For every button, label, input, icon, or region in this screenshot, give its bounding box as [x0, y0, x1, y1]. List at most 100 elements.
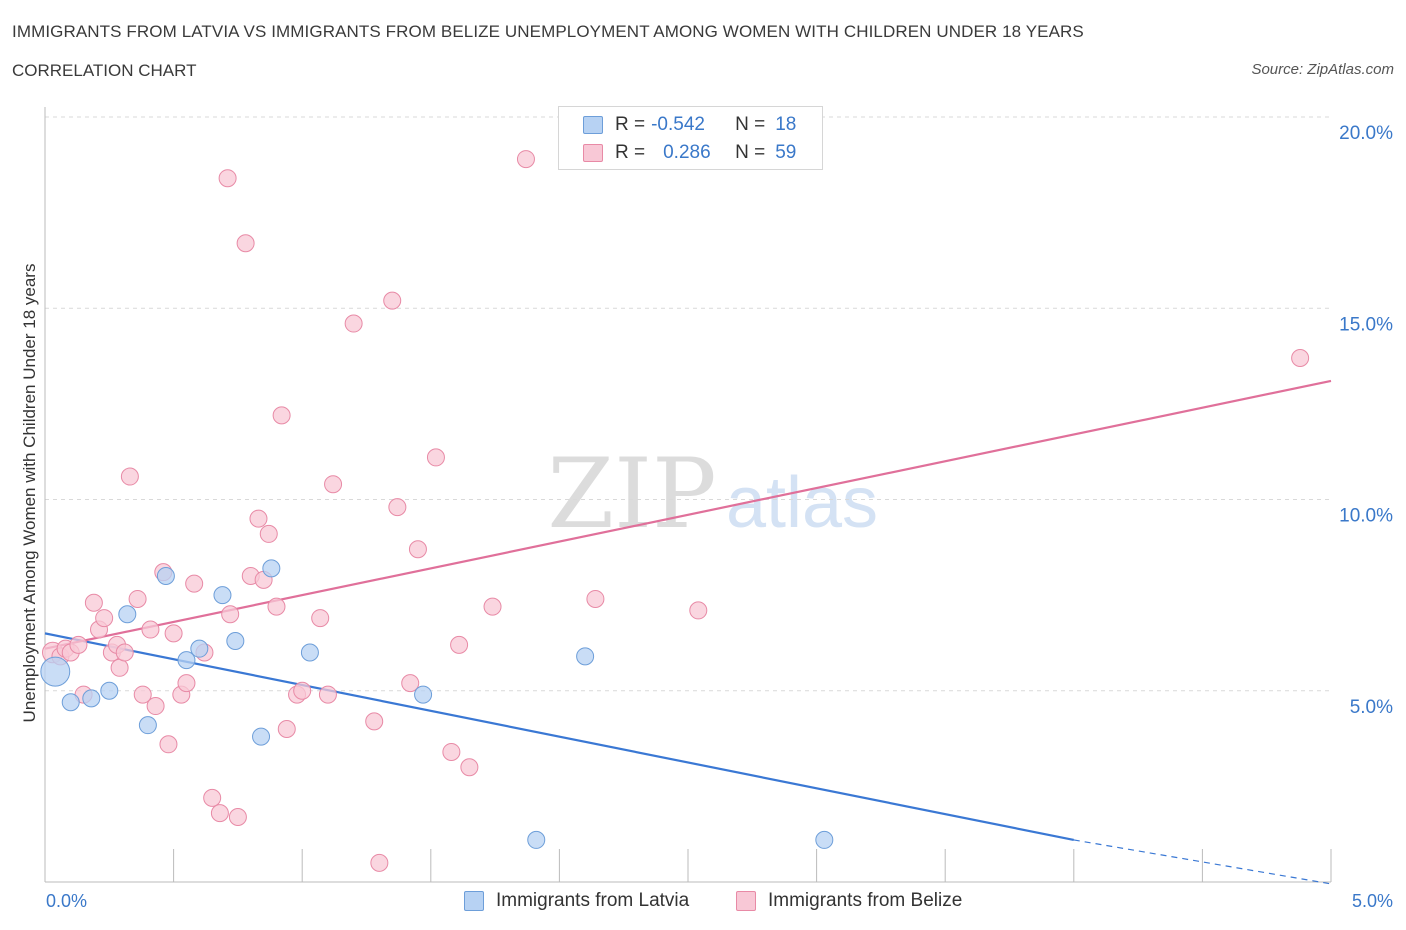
data-point-belize: [586, 589, 605, 608]
data-point-belize: [228, 807, 247, 826]
data-point-belize: [203, 788, 222, 807]
data-point-latvia: [138, 716, 157, 735]
data-point-belize: [133, 685, 152, 704]
legend-n-value: 18: [775, 114, 797, 135]
data-point-belize: [689, 601, 708, 620]
data-point-belize: [141, 620, 160, 639]
legend-row-latvia: R = -0.542 N = 18: [583, 113, 796, 137]
trendline-belize: [44, 379, 1332, 650]
data-point-latvia: [118, 605, 137, 624]
data-points: [40, 150, 1310, 872]
data-point-belize: [324, 475, 343, 494]
data-point-latvia: [100, 681, 119, 700]
data-point-latvia: [190, 639, 209, 658]
watermark: ZIP atlas: [547, 438, 878, 550]
legend-swatch-belize: [583, 144, 603, 162]
data-point-belize: [318, 685, 337, 704]
data-point-belize: [408, 540, 427, 559]
data-point-belize: [293, 681, 312, 700]
data-point-latvia: [300, 643, 319, 662]
legend-swatch-belize: [736, 891, 756, 911]
trendline-latvia: [44, 632, 1075, 842]
data-point-belize: [388, 498, 407, 517]
legend-row-belize: R = 0.286 N = 59: [583, 141, 796, 165]
bottom-legend-latvia[interactable]: Immigrants from Latvia: [464, 890, 689, 912]
data-point-latvia: [61, 693, 80, 712]
data-point-belize: [277, 720, 296, 738]
data-point-belize: [460, 758, 479, 777]
trendlines: [44, 379, 1332, 885]
data-point-latvia: [213, 586, 232, 605]
x-tick-label-max: 5.0%: [1351, 891, 1393, 911]
data-point-belize: [120, 467, 139, 486]
y-tick-labels: 5.0% 10.0% 15.0% 20.0%: [1339, 123, 1393, 718]
bottom-legend-belize[interactable]: Immigrants from Belize: [736, 890, 962, 912]
data-point-belize: [236, 234, 255, 253]
data-point-latvia: [40, 656, 71, 687]
data-point-belize: [370, 853, 389, 872]
data-point-belize: [516, 150, 535, 169]
legend-n-value: 59: [775, 142, 797, 163]
legend-n-label: N =: [735, 114, 766, 135]
data-point-latvia: [414, 685, 433, 704]
data-point-belize: [344, 314, 363, 333]
data-point-belize: [185, 574, 204, 593]
y-axis-title: Unemployment Among Women with Children U…: [20, 263, 39, 723]
data-point-belize: [311, 609, 330, 628]
y-tick-label: 15.0%: [1339, 314, 1393, 335]
x-tick-label-min: 0.0%: [46, 891, 88, 911]
data-point-belize: [69, 635, 88, 654]
legend-r-value: 0.286: [663, 142, 711, 163]
data-point-belize: [401, 674, 420, 693]
data-point-belize: [210, 804, 229, 823]
gridlines: [45, 116, 1331, 692]
data-point-belize: [426, 448, 445, 467]
legend-label-latvia: Immigrants from Latvia: [496, 890, 690, 911]
data-point-belize: [249, 509, 268, 528]
data-point-belize: [267, 597, 286, 616]
data-point-latvia: [252, 727, 271, 746]
data-point-latvia: [177, 651, 196, 670]
data-point-belize: [146, 697, 165, 716]
correlation-legend: R = -0.542 N = 18 R = 0.286 N = 59: [558, 106, 823, 170]
data-point-belize: [259, 524, 278, 543]
data-point-belize: [110, 658, 129, 677]
data-point-belize: [383, 291, 402, 310]
data-point-belize: [115, 643, 134, 662]
data-point-latvia: [527, 830, 546, 849]
legend-r-label: R =: [615, 114, 646, 135]
data-point-belize: [159, 735, 178, 754]
data-point-latvia: [262, 559, 281, 578]
legend-r-label: R =: [615, 142, 646, 163]
data-point-latvia: [82, 689, 101, 708]
chart-title: IMMIGRANTS FROM LATVIA VS IMMIGRANTS FRO…: [12, 22, 1084, 41]
data-point-belize: [221, 605, 240, 624]
data-point-belize: [442, 742, 461, 761]
legend-label-belize: Immigrants from Belize: [768, 890, 963, 911]
y-tick-label: 5.0%: [1350, 697, 1393, 718]
legend-swatch-latvia: [464, 891, 484, 911]
data-point-latvia: [226, 632, 245, 651]
legend-swatch-latvia: [583, 116, 603, 134]
watermark-atlas: atlas: [726, 463, 878, 543]
data-point-latvia: [156, 567, 175, 585]
data-point-belize: [450, 635, 469, 654]
data-point-belize: [95, 609, 114, 628]
chart-subtitle: CORRELATION CHART: [12, 61, 197, 80]
data-point-belize: [1291, 348, 1310, 367]
data-point-belize: [272, 406, 291, 425]
axes: [44, 107, 1332, 883]
y-tick-label: 20.0%: [1339, 123, 1393, 144]
y-tick-label: 10.0%: [1339, 506, 1393, 527]
legend-r-value: -0.542: [651, 114, 705, 135]
source-label[interactable]: Source: ZipAtlas.com: [1251, 61, 1394, 78]
data-point-belize: [84, 593, 103, 612]
watermark-zip: ZIP: [547, 438, 716, 550]
data-point-belize: [218, 169, 237, 188]
data-point-latvia: [576, 647, 595, 666]
legend-n-label: N =: [735, 142, 766, 163]
data-point-belize: [128, 589, 147, 608]
data-point-belize: [164, 624, 183, 643]
data-point-latvia: [815, 830, 834, 849]
data-point-belize: [177, 674, 196, 693]
